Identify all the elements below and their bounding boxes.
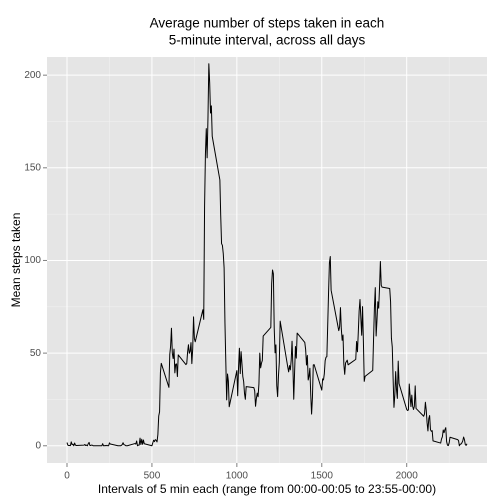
y-tick-label: 100: [24, 255, 41, 266]
marks: [66, 63, 468, 447]
y-tick-label: 150: [24, 162, 41, 173]
y-tick-label: 0: [35, 440, 41, 451]
x-tick-label: 0: [64, 471, 70, 482]
grid: [47, 57, 487, 463]
y-tick-label: 200: [24, 70, 41, 81]
line: [66, 63, 468, 447]
x-tick-label: 500: [144, 471, 161, 482]
x-tick-label: 2000: [396, 471, 419, 482]
x-axis-label: Intervals of 5 min each (range from 00:0…: [98, 482, 436, 496]
chart-title: 5-minute interval, across all days: [169, 33, 366, 48]
y-axis-label: Mean steps taken: [9, 213, 23, 308]
y-tick-label: 50: [30, 348, 42, 359]
x-tick-label: 1500: [311, 471, 334, 482]
chart-title: Average number of steps taken in each: [150, 16, 385, 31]
x-tick-label: 1000: [226, 471, 249, 482]
